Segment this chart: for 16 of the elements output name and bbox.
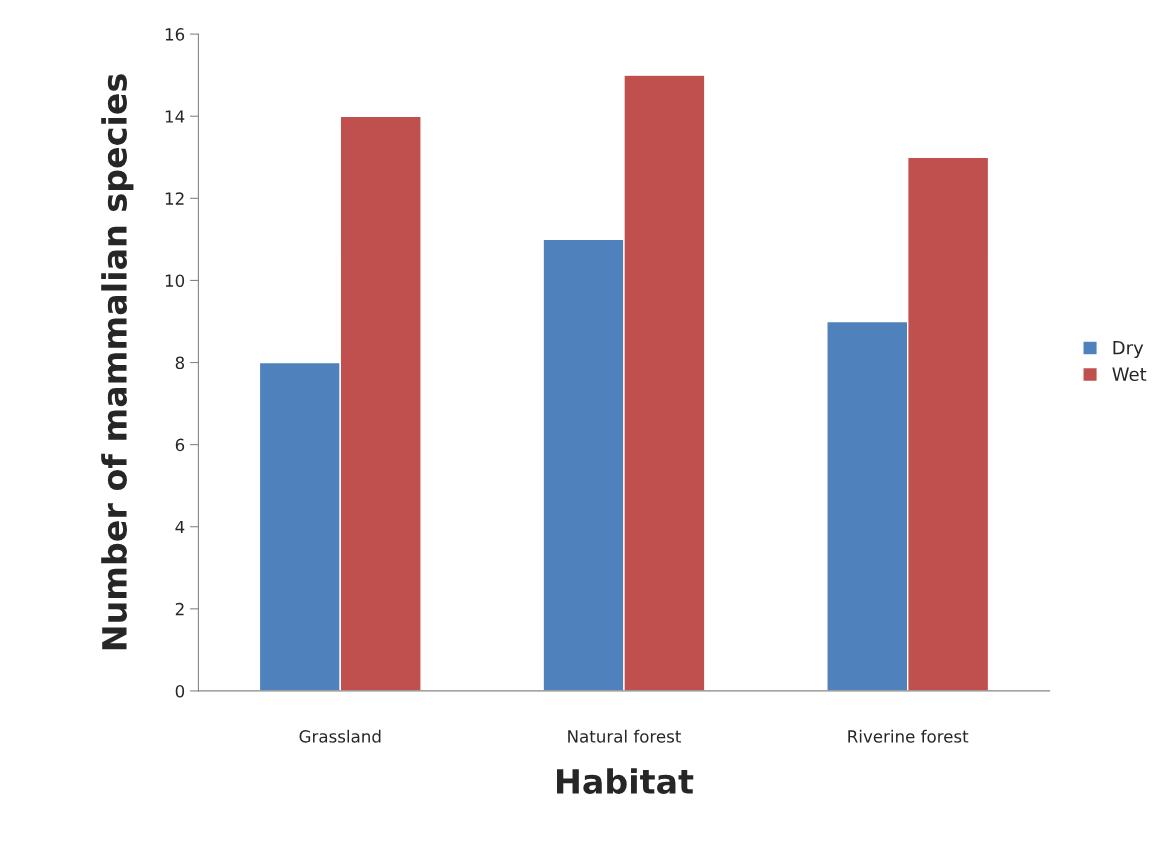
y-tick-label: 0 [175, 684, 185, 698]
x-tick-label: Grassland [299, 729, 381, 743]
y-tick-label: 2 [175, 602, 184, 616]
y-tick-label: 4 [175, 520, 185, 534]
y-tick-label: 12 [165, 192, 184, 205]
y-tick-label: 8 [175, 356, 185, 370]
y-axis-title: Number of mammalian species [101, 74, 134, 650]
x-tick-label: Natural forest [568, 729, 681, 743]
y-tick-label: 16 [165, 28, 185, 41]
legend-label: Dry [1113, 341, 1144, 359]
y-tick-label: 10 [165, 274, 185, 287]
x-tick-label: Riverine forest [848, 729, 969, 743]
y-tick-label: 6 [175, 438, 185, 452]
x-axis-title: Habitat [557, 768, 694, 794]
legend-label: Wet [1112, 367, 1147, 382]
y-tick-label: 14 [165, 110, 185, 123]
